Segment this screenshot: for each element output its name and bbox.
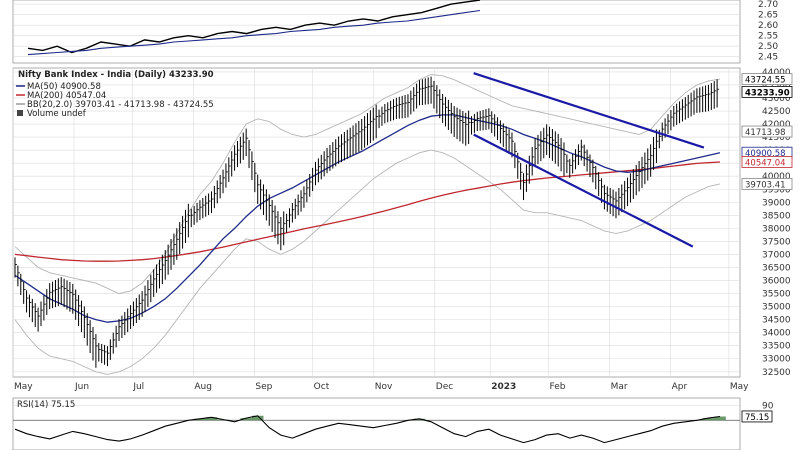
- x-tick-label: 2023: [491, 382, 516, 392]
- x-tick-label: Feb: [550, 382, 566, 392]
- price-y-tick-label: 35500: [762, 290, 791, 300]
- rs-line: [27, 0, 481, 54]
- rsi-line: [14, 415, 721, 444]
- price-y-tick-label: 43500: [762, 81, 791, 91]
- x-tick-label: Aug: [194, 382, 212, 392]
- rsi-y-tick-label: 90: [762, 401, 774, 411]
- bb-lower-line: [14, 149, 721, 375]
- price-value-label-box: [741, 178, 793, 190]
- price-panel: 32500 33000 33500 34000 34500 35000 35500 36000…: [12, 67, 793, 392]
- price-value-label: 40900.58: [745, 149, 786, 159]
- channel-upper-line: [473, 72, 705, 149]
- x-tick-label: Apr: [672, 382, 688, 392]
- legend-ma50: MA(50) 40900.58: [27, 82, 101, 92]
- rs-y-tick-label: 2.70: [758, 0, 778, 10]
- x-tick-label: Mar: [611, 382, 628, 392]
- rs-ma-line: [27, 9, 481, 56]
- price-y-tick-label: 42500: [762, 107, 791, 117]
- channel-lower-line: [473, 133, 694, 248]
- x-tick-label: May: [14, 382, 33, 392]
- price-value-label: 41713.98: [745, 128, 786, 138]
- price-y-tick-label: 39000: [762, 198, 791, 208]
- rsi-value-label-box: [741, 410, 773, 423]
- price-value-label-box: [741, 125, 793, 138]
- price-bars: [14, 76, 720, 368]
- price-y-tick-label: 38000: [762, 224, 791, 234]
- price-y-tick-label: 34000: [762, 329, 791, 339]
- price-y-tick-label: 41500: [762, 133, 791, 143]
- legend-bollinger: BB(20,2.0) 39703.41 - 41713.98 - 43724.5…: [27, 100, 214, 110]
- x-tick-label: Dec: [436, 382, 453, 392]
- price-value-label: 43233.90: [745, 88, 790, 98]
- rsi-frame: [12, 397, 741, 450]
- x-tick-label: Jun: [74, 382, 89, 392]
- legend-volume: Volume undef: [27, 109, 87, 119]
- price-y-tick-label: 33000: [762, 355, 791, 365]
- rs-y-tick-label: 2.65: [758, 11, 778, 21]
- rs-frame: [12, 0, 741, 64]
- rs-y-tick-label: 2.45: [758, 53, 778, 63]
- bb-upper-line: [14, 74, 721, 295]
- x-tick-label: Jul: [132, 382, 144, 392]
- rs-y-tick-label: 2.55: [758, 32, 778, 42]
- price-y-tick-label: 38500: [762, 211, 791, 221]
- price-y-tick-label: 44000: [762, 68, 791, 78]
- price-value-label: 39703.41: [745, 180, 786, 190]
- rsi-overbought-fill: [194, 415, 726, 421]
- price-y-tick-label: 35000: [762, 303, 791, 313]
- rsi-panel: 90 75.15: [12, 397, 774, 450]
- price-y-tick-label: 36000: [762, 277, 791, 287]
- price-y-tick-label: 40000: [762, 172, 791, 182]
- price-value-label: 40547.04: [745, 158, 786, 168]
- rs-y-tick-label: 2.50: [758, 42, 778, 52]
- legend: MA(50) 40900.58 MA(200) 40547.04 BB(20,2…: [16, 82, 214, 119]
- price-y-tick-label: 33500: [762, 342, 791, 352]
- rs-y-tick-label: 2.60: [758, 21, 778, 31]
- price-y-tick-label: 34500: [762, 316, 791, 326]
- price-y-tick-label: 42000: [762, 120, 791, 130]
- price-y-tick-label: 36500: [762, 263, 791, 273]
- x-tick-label: Sep: [255, 382, 272, 392]
- price-y-tick-label: 37000: [762, 250, 791, 260]
- price-value-label-box: [741, 73, 793, 85]
- price-y-tick-label: 43000: [762, 94, 791, 104]
- x-tick-label: May: [730, 382, 749, 392]
- x-tick-label: Oct: [314, 382, 330, 392]
- ma50-line: [14, 114, 721, 323]
- legend-ma200: MA(200) 40547.04: [27, 91, 106, 101]
- price-y-tick-label: 39500: [762, 185, 791, 195]
- price-value-label-box: [741, 156, 793, 168]
- rsi-title: RSI(14) 75.15: [17, 400, 75, 410]
- price-y-tick-label: 32500: [762, 368, 791, 378]
- rsi-value-label: 75.15: [745, 413, 769, 423]
- price-value-label: 43724.55: [745, 76, 786, 86]
- relative-strength-panel: 2.452.502.552.602.652.70: [12, 0, 778, 64]
- price-y-tick-label: 37500: [762, 237, 791, 247]
- x-tick-label: Nov: [375, 382, 393, 392]
- ma200-line: [14, 161, 721, 262]
- price-title: Nifty Bank Index - India (Daily) 43233.9…: [18, 70, 214, 80]
- price-value-label-box: [741, 85, 793, 98]
